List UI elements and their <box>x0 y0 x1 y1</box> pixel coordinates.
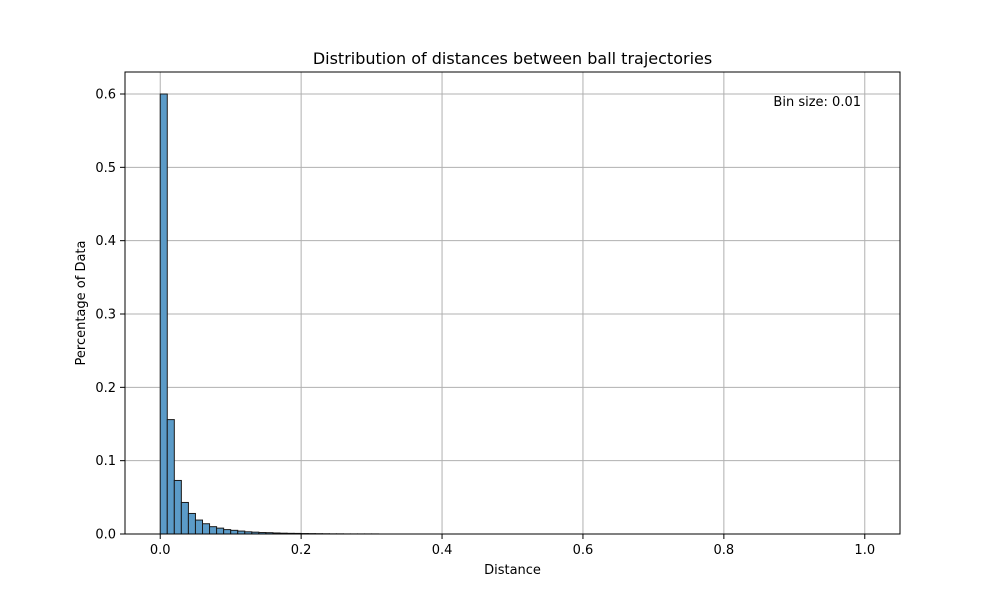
histogram-bar <box>187 512 196 535</box>
histogram-bar <box>209 526 218 535</box>
x-axis-label: Distance <box>484 563 541 578</box>
x-tick-label: 1.0 <box>854 543 875 558</box>
y-tick-label: 0.2 <box>95 381 116 396</box>
histogram-bar <box>223 529 232 535</box>
grid-lines <box>125 72 900 535</box>
y-tick-label: 0.5 <box>95 161 116 176</box>
histogram-bar <box>194 519 203 535</box>
histogram-bar <box>180 501 189 535</box>
histogram-bar <box>166 419 175 535</box>
y-tick-label: 0.1 <box>95 454 116 469</box>
x-axis-ticks: 0.0 0.2 0.4 0.6 0.8 1.0 <box>150 534 875 558</box>
x-tick-label: 0.6 <box>573 543 594 558</box>
chart-title: Distribution of distances between ball t… <box>313 49 712 68</box>
y-axis-ticks: 0.0 0.1 0.2 0.3 0.4 0.5 0.6 <box>95 88 125 543</box>
x-tick-label: 0.0 <box>150 543 171 558</box>
y-tick-label: 0.6 <box>95 88 116 103</box>
x-tick-label: 0.8 <box>714 543 735 558</box>
x-tick-label: 0.2 <box>291 543 312 558</box>
y-tick-label: 0.0 <box>95 528 116 543</box>
y-tick-label: 0.4 <box>95 234 116 249</box>
histogram-bar <box>230 529 239 535</box>
plot-frame <box>124 71 901 535</box>
histogram-bar <box>202 523 211 535</box>
x-tick-label: 0.4 <box>432 543 453 558</box>
y-tick-label: 0.3 <box>95 308 116 323</box>
y-axis-label: Percentage of Data <box>74 241 89 366</box>
bin-size-annotation: Bin size: 0.01 <box>773 95 861 110</box>
histogram-bar <box>159 93 168 535</box>
histogram-bar <box>173 479 182 535</box>
histogram-bar <box>216 527 225 535</box>
